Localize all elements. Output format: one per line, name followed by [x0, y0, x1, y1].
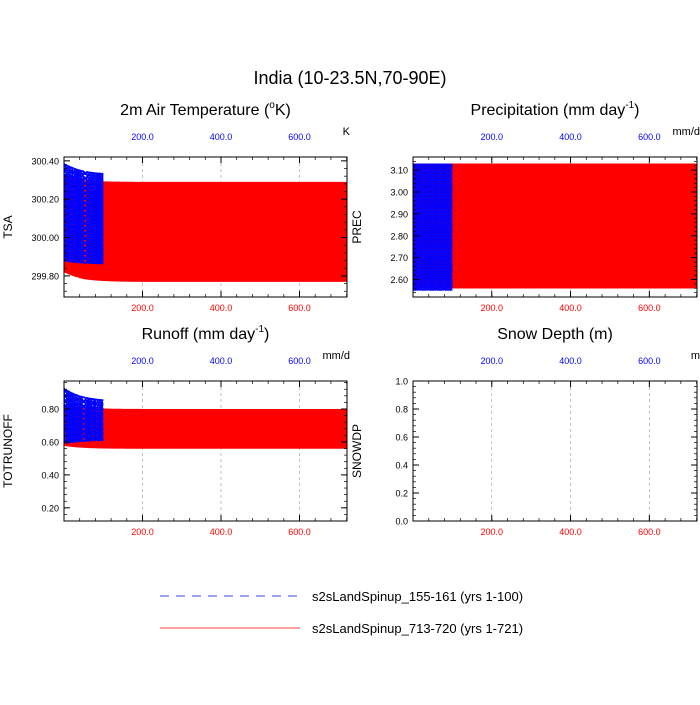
y-tick-label: 0.60 [41, 437, 59, 447]
x-top-tick-label: 200.0 [481, 356, 504, 366]
y-tick-label: 300.40 [31, 156, 59, 166]
units-label: m [691, 350, 700, 362]
series-line-yrs-1-100 [64, 388, 103, 444]
y-axis-label: TSA [1, 215, 15, 238]
x-top-tick-label: 600.0 [288, 132, 311, 142]
series-line-yrs-1-721 [64, 404, 347, 448]
y-tick-label: 0.8 [395, 405, 408, 415]
y-tick-label: 0.80 [41, 405, 59, 415]
series-line-yrs-1-100 [64, 163, 103, 264]
x-bottom-tick-label: 600.0 [638, 527, 661, 537]
x-bottom-tick-label: 600.0 [288, 303, 311, 313]
panels: 2m Air Temperature (oK) K TSA 299.80 300.00 3… [1, 100, 700, 537]
units-label: K [343, 126, 351, 138]
x-top-tick-label: 400.0 [210, 356, 233, 366]
y-tick-label: 0.20 [41, 503, 59, 513]
axes-frame [413, 381, 697, 521]
chart-panel-tsa: 2m Air Temperature (oK) K TSA 299.80 300.00 3… [1, 100, 351, 313]
y-tick-label: 1.0 [395, 377, 408, 387]
legend: s2sLandSpinup_155-161 (yrs 1-100) s2sLan… [160, 589, 523, 636]
chart-title-tail: ) [634, 102, 639, 119]
axes-frame [64, 381, 347, 521]
chart-title-tail: ) [264, 326, 269, 343]
x-bottom-tick-label: 400.0 [210, 303, 233, 313]
y-axis-label: TOTRUNOFF [1, 414, 15, 488]
y-tick-label: 2.70 [390, 253, 408, 263]
y-tick-label: 299.80 [31, 271, 59, 281]
x-top-tick-label: 600.0 [638, 356, 661, 366]
x-bottom-tick-label: 200.0 [131, 303, 154, 313]
y-tick-label: 2.90 [390, 209, 408, 219]
plot-area [64, 163, 347, 282]
series-line-yrs-1-100 [413, 164, 452, 291]
chart-title: 2m Air Temperature (oK) [120, 100, 291, 119]
chart-title: Precipitation (mm day-1) [471, 100, 640, 119]
y-tick-label: 300.00 [31, 233, 59, 243]
units-label: mm/d [323, 350, 351, 362]
x-top-tick-label: 200.0 [131, 356, 154, 366]
legend-label-series-2: s2sLandSpinup_713-720 (yrs 1-721) [312, 621, 523, 636]
y-tick-label: 3.00 [390, 188, 408, 198]
legend-label-series-1: s2sLandSpinup_155-161 (yrs 1-100) [312, 589, 523, 604]
chart-title: Snow Depth (m) [497, 326, 613, 343]
main-title: India (10-23.5N,70-90E) [253, 68, 446, 88]
x-bottom-tick-label: 200.0 [481, 527, 504, 537]
chart-title-main: Precipitation (mm day [471, 102, 626, 119]
x-bottom-tick-label: 400.0 [559, 527, 582, 537]
y-axis-label: PREC [350, 210, 364, 244]
y-tick-label: 300.20 [31, 195, 59, 205]
plot-area [413, 164, 697, 291]
x-bottom-tick-label: 400.0 [210, 527, 233, 537]
chart-title-main: Runoff (mm day [142, 326, 256, 343]
y-tick-label: 2.80 [390, 231, 408, 241]
chart-title-main: 2m Air Temperature ( [120, 102, 270, 119]
plot-area [64, 388, 347, 449]
chart-title-main: Snow Depth (m) [497, 326, 613, 343]
chart-panel-prec: Precipitation (mm day-1) mm/d PREC 2.60 2.70… [350, 100, 700, 313]
x-top-tick-label: 200.0 [481, 132, 504, 142]
y-tick-label: 2.60 [390, 275, 408, 285]
units-label: mm/d [673, 126, 700, 138]
series-line-yrs-1-721 [64, 176, 347, 281]
x-bottom-tick-label: 600.0 [288, 527, 311, 537]
y-tick-label: 0.4 [395, 461, 408, 471]
x-bottom-tick-label: 200.0 [481, 303, 504, 313]
chart-panel-totrunoff: Runoff (mm day-1) mm/d TOTRUNOFF 0.20 0.40 0.… [1, 324, 350, 537]
x-top-tick-label: 400.0 [559, 132, 582, 142]
x-top-tick-label: 400.0 [210, 132, 233, 142]
x-top-tick-label: 200.0 [131, 132, 154, 142]
x-bottom-tick-label: 200.0 [131, 527, 154, 537]
chart-title: Runoff (mm day-1) [142, 324, 270, 343]
chart-panel-snowdp: Snow Depth (m) m SNOWDP 0.0 0.2 0.4 0.6 0.8 1.0 2… [350, 326, 700, 537]
y-tick-label: 0.6 [395, 433, 408, 443]
x-bottom-tick-label: 400.0 [559, 303, 582, 313]
y-tick-label: 0.2 [395, 489, 408, 499]
y-tick-label: 0.0 [395, 517, 408, 527]
chart-title-tail: K) [275, 102, 291, 119]
x-top-tick-label: 600.0 [288, 356, 311, 366]
y-tick-label: 0.40 [41, 470, 59, 480]
y-tick-label: 3.10 [390, 166, 408, 176]
x-bottom-tick-label: 600.0 [638, 303, 661, 313]
x-top-tick-label: 600.0 [638, 132, 661, 142]
y-axis-label: SNOWDP [350, 424, 364, 478]
x-top-tick-label: 400.0 [559, 356, 582, 366]
series-line-yrs-1-721 [413, 164, 697, 289]
